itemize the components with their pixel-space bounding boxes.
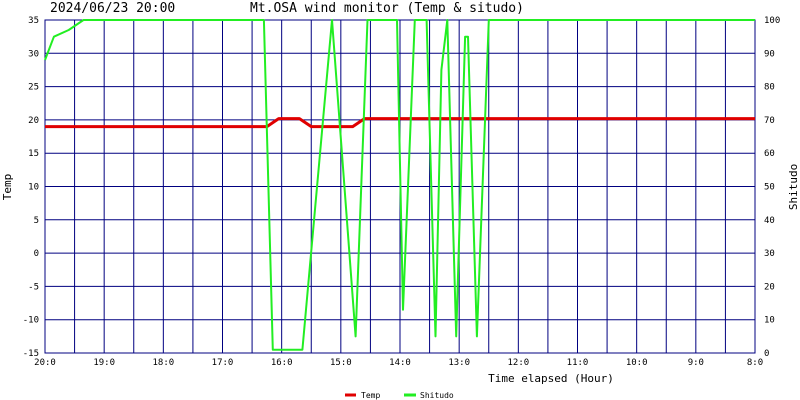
x-tick-label: 20:0 (34, 358, 56, 368)
series-line-shitudo (44, 19, 755, 351)
y-left-tick-label: 5 (34, 216, 39, 226)
x-tick-label: 12:0 (507, 358, 529, 368)
x-tick-label: 19:0 (93, 358, 115, 368)
chart-title: Mt.OSA wind monitor (Temp & situdo) (250, 1, 524, 16)
y-left-tick-label: 30 (28, 49, 39, 59)
y-right-tick-label: 70 (764, 116, 775, 126)
y-left-tick-label: 35 (28, 16, 39, 26)
x-tick-label: 18:0 (152, 358, 174, 368)
y-left-tick-label: -10 (23, 316, 39, 326)
y-right-tick-label: 90 (764, 49, 775, 59)
y-right-tick-label: 80 (764, 83, 775, 93)
chart-timestamp: 2024/06/23 20:00 (50, 1, 175, 16)
x-tick-label: 13:0 (448, 358, 470, 368)
legend-shitudo-label: Shitudo (420, 391, 454, 400)
y-left-tick-label: -15 (23, 349, 39, 359)
legend-temp-label: Temp (361, 391, 380, 400)
series-layer (44, 19, 755, 351)
y-right-tick-label: 20 (764, 282, 775, 292)
x-tick-label: 17:0 (212, 358, 234, 368)
x-tick-label: 9:0 (688, 358, 704, 368)
y-axis-left-label: Temp (1, 174, 14, 201)
y-right-tick-label: 0 (764, 349, 769, 359)
x-tick-label: 10:0 (626, 358, 648, 368)
x-tick-label: 16:0 (271, 358, 293, 368)
y-left-tick-label: 20 (28, 116, 39, 126)
y-left-tick-label: 15 (28, 149, 39, 159)
y-right-tick-label: 50 (764, 183, 775, 193)
y-left-tick-label: 25 (28, 83, 39, 93)
y-left-tick-label: -5 (28, 282, 39, 292)
y-right-tick-label: 60 (764, 149, 775, 159)
y-right-tick-label: 10 (764, 316, 775, 326)
x-tick-label: 15:0 (330, 358, 352, 368)
legend: Temp Shitudo (345, 391, 454, 400)
y-left-tick-label: 0 (34, 249, 39, 259)
y-right-tick-label: 30 (764, 249, 775, 259)
y-left-tick-label: 10 (28, 183, 39, 193)
x-tick-label: 8:0 (747, 358, 763, 368)
axes: 20:0 19:0 18:0 17:0 16:0 15:0 14:0 13:0 12:0 11:0… (23, 16, 781, 368)
series-line-temp (45, 117, 755, 129)
y-axis-right-label: Shitudo (787, 164, 800, 210)
y-right-tick-label: 40 (764, 216, 775, 226)
x-tick-label: 14:0 (389, 358, 411, 368)
x-axis-label: Time elapsed (Hour) (488, 372, 614, 385)
y-right-tick-label: 100 (764, 16, 780, 26)
x-tick-label: 11:0 (567, 358, 589, 368)
